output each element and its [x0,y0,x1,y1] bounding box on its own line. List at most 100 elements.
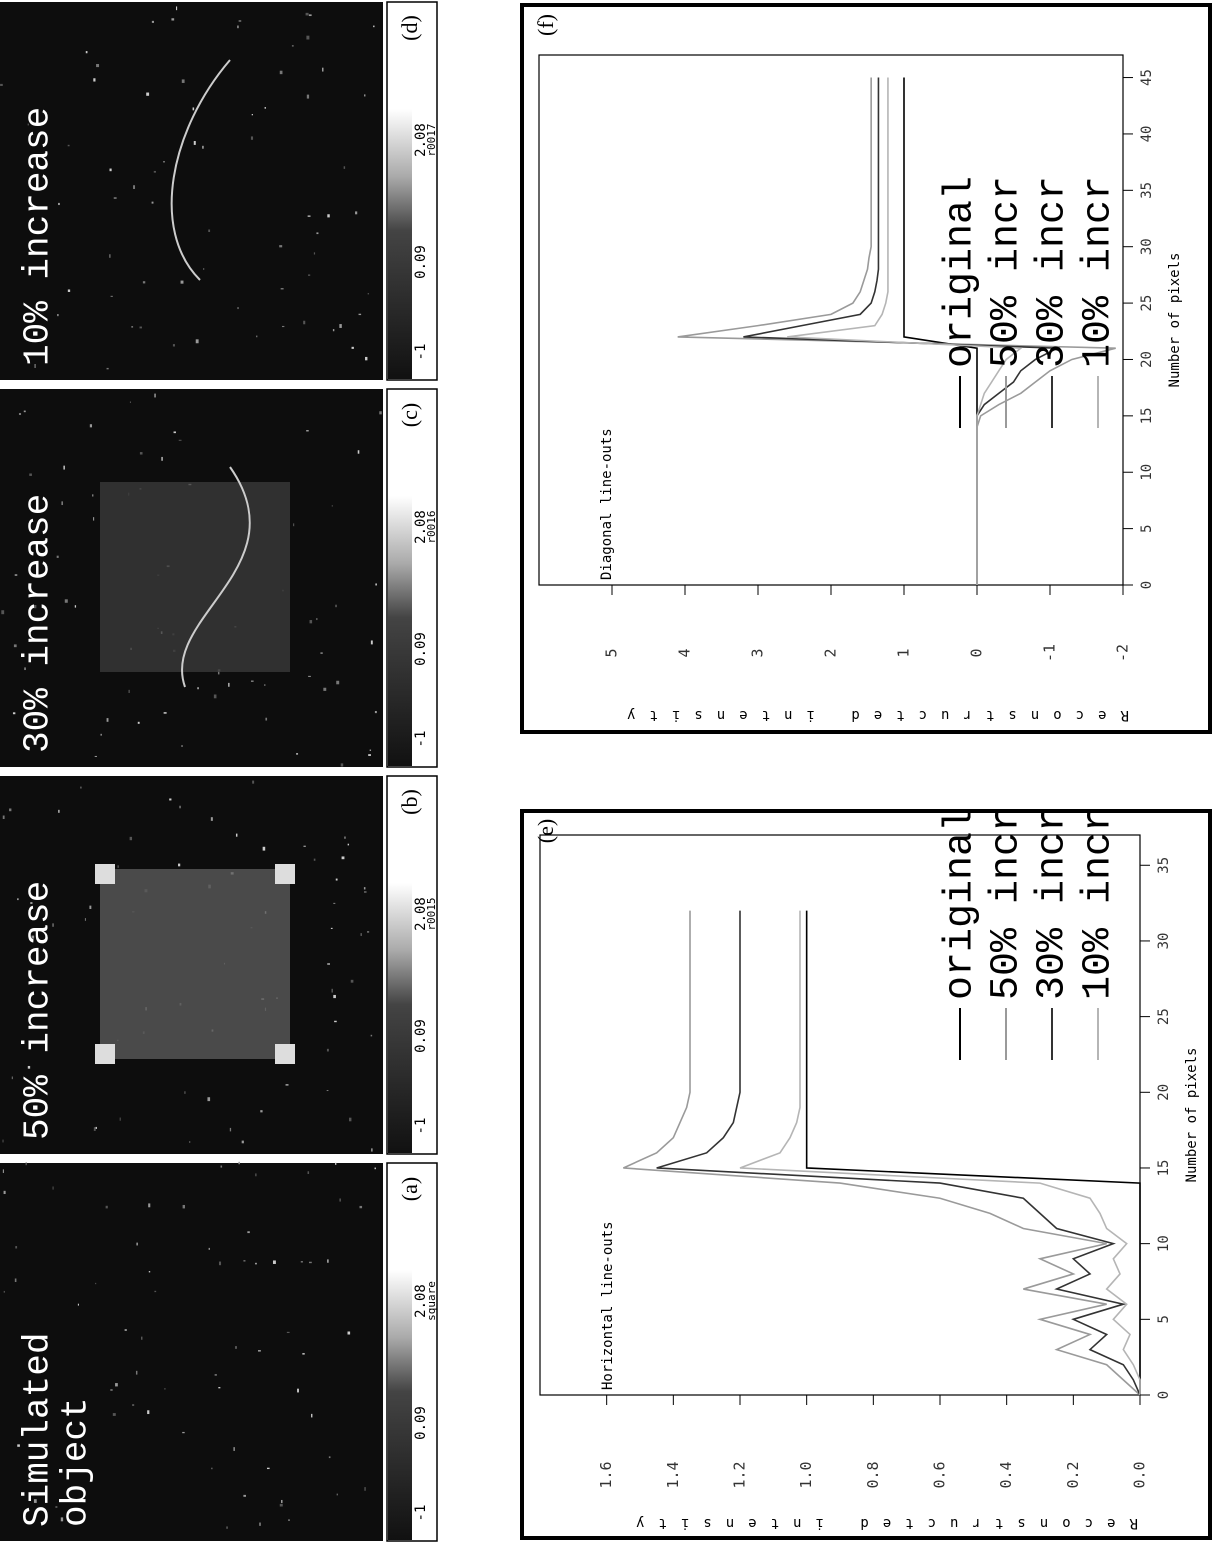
speckle [147,1410,149,1414]
speckle [96,64,99,67]
speckle [286,1084,289,1086]
speckle [209,1248,210,1250]
y-tick-label: 1.2 [731,1461,749,1488]
speckle [365,357,367,360]
colorbar-tick-label: -1 [413,731,429,748]
speckle [182,1432,184,1433]
speckle [310,620,313,623]
speckle [288,1519,289,1520]
x-tick-label: 15 [1139,407,1155,424]
speckle [335,1163,336,1165]
speckle [333,903,335,904]
x-tick-label: 0 [1156,1391,1172,1399]
x-tick-label: 0 [1139,581,1155,589]
x-axis-label: Number of pixels [1184,1048,1200,1183]
speckle [320,652,322,653]
speckle [3,816,5,819]
panel-title: Simulated [18,1333,59,1527]
speckle [359,314,362,315]
colorbar [388,1270,412,1540]
colorbar-tick-label: -1 [413,344,429,361]
speckle [307,95,309,99]
y-tick-label: 0.4 [997,1461,1015,1488]
speckle [1,610,4,614]
y-tick-label: 3 [749,648,767,657]
speckle [90,424,92,427]
x-tick-label: 10 [1139,464,1155,481]
speckle [309,1262,312,1263]
speckle [113,1413,116,1416]
panel-letter: (f) [533,14,558,36]
speckle [255,1263,257,1265]
speckle [183,1205,185,1208]
speckle [311,1414,312,1418]
speckle [230,1128,231,1131]
speckle [65,599,68,602]
speckle [141,1337,142,1340]
panel-title: 50% increase [18,881,59,1140]
speckle [255,1173,256,1176]
x-tick-label: 25 [1156,1008,1172,1025]
speckle [109,254,110,258]
speckle [314,252,315,254]
speckle [125,1329,127,1330]
speckle [281,1500,282,1503]
speckle [130,402,131,403]
speckle [280,71,283,74]
speckle [226,1526,227,1528]
speckle [373,26,374,28]
speckle [292,45,294,46]
speckle [78,1304,79,1306]
speckle [29,473,32,475]
speckle [24,411,26,413]
speckle [174,431,176,433]
speckle [359,1206,362,1208]
rotated-figure: Simulatedobject-10.092.08square(a)50% in… [0,2,1210,1541]
speckle [242,1141,244,1144]
y-tick-label: 4 [676,648,694,657]
speckle [355,211,357,214]
speckle [322,68,323,72]
speckle [344,836,346,838]
speckle [252,114,253,115]
speckle [110,1389,112,1391]
speckle [196,339,199,343]
speckle [235,1346,237,1349]
speckle [68,289,70,292]
speckle [252,781,254,784]
speckle [136,1243,138,1246]
y-tick-label: 1.0 [797,1461,815,1488]
y-tick-label: -1 [1041,644,1059,662]
panel-letter: (d) [397,15,422,41]
speckle [182,79,185,83]
x-tick-label: 40 [1139,126,1155,143]
x-tick-label: 5 [1139,524,1155,532]
x-tick-label: 20 [1139,351,1155,368]
speckle [117,865,118,868]
corner-spot [275,864,295,884]
speckle [280,1504,283,1507]
colorbar-tick-label: 0.09 [413,1019,429,1053]
speckle [12,1076,13,1079]
speckle [236,834,237,837]
speckle [4,1191,6,1194]
speckle [339,324,341,328]
legend-label: 30% incr [1031,808,1076,1000]
speckle [340,1198,341,1201]
speckle [101,734,102,736]
speckle [120,1118,121,1121]
speckle [207,1097,210,1101]
colorbar [388,109,412,379]
speckle [115,1383,118,1386]
speckle [327,1049,329,1052]
speckle [308,274,310,275]
speckle [53,1186,54,1189]
speckle [189,1141,190,1142]
speckle [368,293,369,294]
speckle [154,171,156,173]
speckle [336,879,338,881]
speckle [208,230,210,233]
speckle [303,846,305,847]
corner-spot [95,864,115,884]
colorbar-tick-label: 0.09 [413,245,429,279]
